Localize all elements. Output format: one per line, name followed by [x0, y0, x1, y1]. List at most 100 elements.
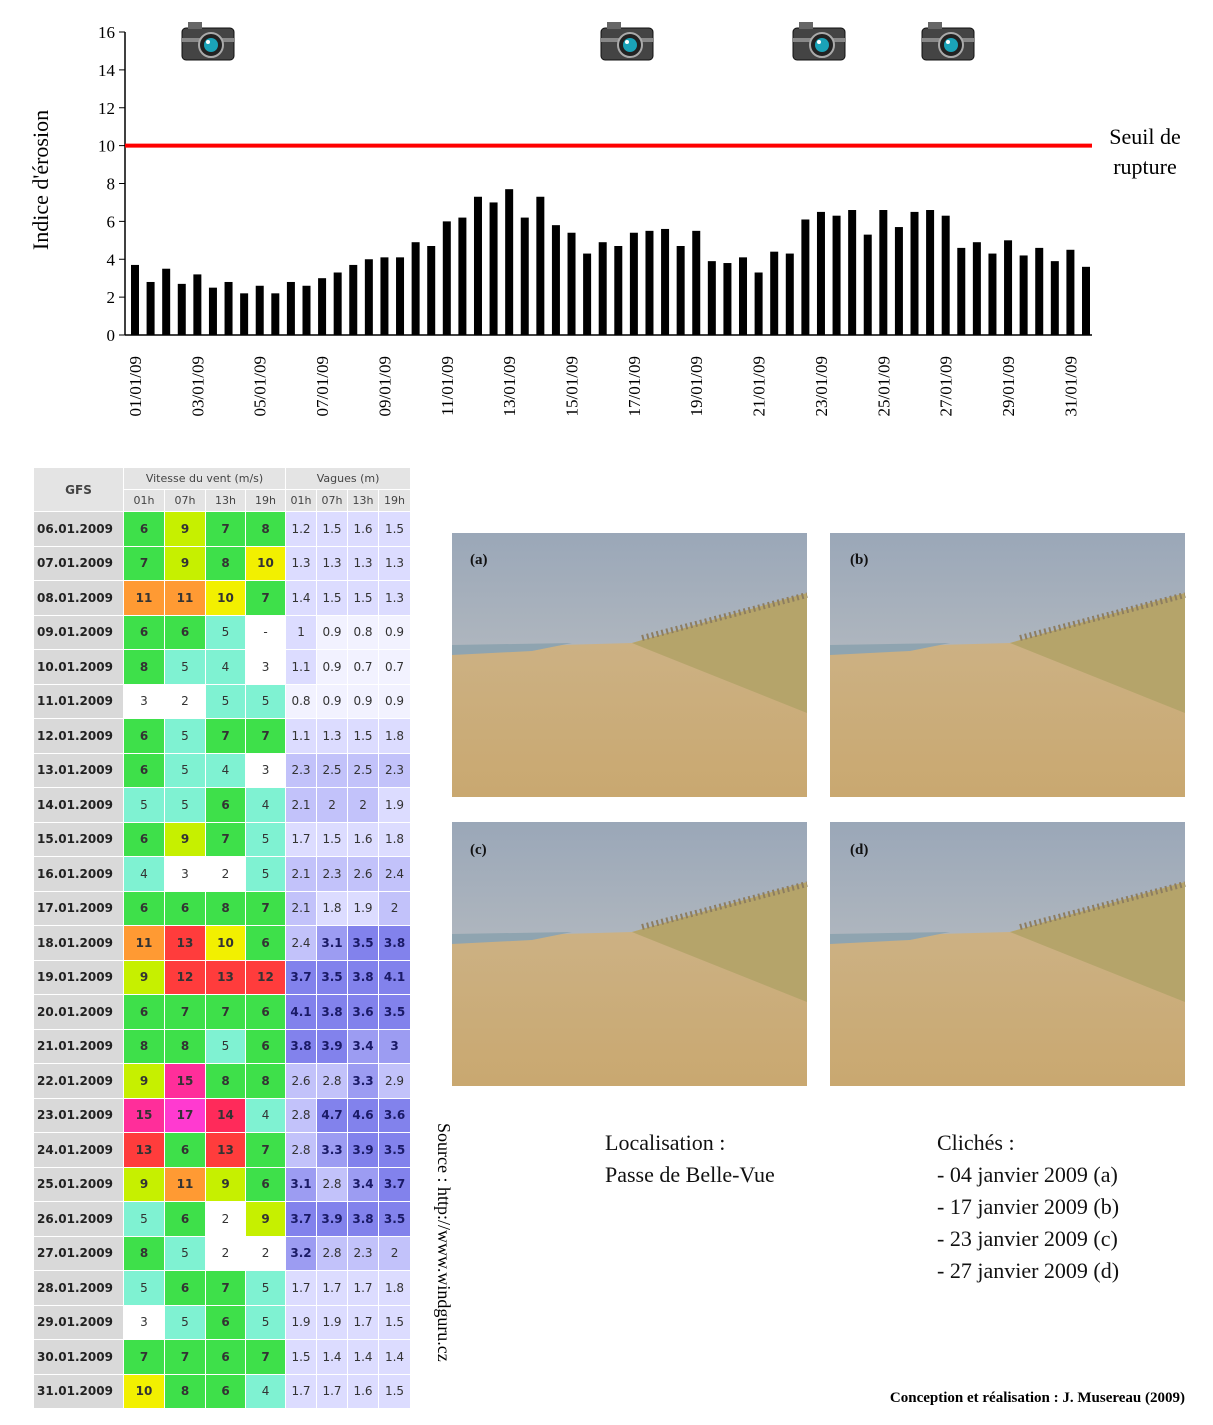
- wave-cell: 2.8: [316, 1063, 349, 1099]
- wave-cell: 1.9: [347, 890, 380, 926]
- wind-cell: 3: [123, 683, 165, 719]
- wind-cell: 5: [164, 1304, 206, 1340]
- bar: [146, 281, 155, 335]
- wave-cell: 2.9: [378, 1063, 412, 1099]
- bar: [879, 210, 888, 335]
- hour-header: 07h: [316, 489, 349, 512]
- wind-cell: 7: [244, 1132, 287, 1168]
- y-tick-label: 2: [107, 288, 116, 307]
- wave-cell: 2: [378, 1235, 412, 1271]
- wind-cell: 5: [244, 1270, 287, 1306]
- wave-cell: 0.9: [378, 614, 412, 650]
- wind-cell: 9: [164, 545, 206, 581]
- wave-cell: 2.1: [285, 890, 318, 926]
- x-tick-label: 29/01/09: [999, 356, 1018, 416]
- x-tick-label: 11/01/09: [438, 356, 457, 416]
- wave-cell: 0.9: [316, 649, 349, 685]
- bar: [318, 278, 327, 335]
- wind-cell: 5: [123, 1270, 165, 1306]
- wind-cell: 8: [244, 1063, 287, 1099]
- wind-cell: 8: [244, 511, 287, 547]
- wind-cell: 6: [205, 1339, 246, 1375]
- table-row: 11.01.2009 3 2 5 5 0.8 0.9 0.9 0.9: [33, 683, 412, 719]
- table-row: 20.01.2009 6 7 7 6 4.1 3.8 3.6 3.5: [33, 994, 412, 1030]
- wind-cell: 5: [164, 1235, 206, 1271]
- wave-cell: 2.1: [285, 787, 318, 823]
- y-axis-title: Indice d'érosion: [28, 110, 53, 250]
- wind-cell: 2: [164, 683, 206, 719]
- wind-cell: 13: [205, 1132, 246, 1168]
- wave-cell: 3.5: [378, 1201, 412, 1237]
- x-tick-label: 05/01/09: [251, 356, 270, 416]
- bar: [988, 253, 997, 335]
- bar: [629, 232, 638, 335]
- wind-cell: 3: [244, 649, 287, 685]
- x-tick-label: 17/01/09: [625, 356, 644, 416]
- wave-cell: 1.3: [378, 545, 412, 581]
- bar: [1082, 266, 1090, 335]
- date-cell: 30.01.2009: [33, 1339, 124, 1375]
- bar: [910, 211, 919, 335]
- date-cell: 27.01.2009: [33, 1235, 124, 1271]
- wind-cell: 6: [164, 1201, 206, 1237]
- wind-cell: 6: [123, 821, 165, 857]
- wind-cell: 5: [244, 683, 287, 719]
- wind-cell: 7: [205, 994, 246, 1030]
- bar: [364, 259, 373, 335]
- wind-cell: 6: [205, 1373, 246, 1409]
- wind-cell: -: [244, 614, 287, 650]
- date-cell: 06.01.2009: [33, 511, 124, 547]
- wave-cell: 1.7: [316, 1373, 349, 1409]
- forecast-table: GFS Vitesse du vent (m/s) Vagues (m) 01h…: [33, 467, 412, 1409]
- table-row: 19.01.2009 9 12 13 12 3.7 3.5 3.8 4.1: [33, 959, 412, 995]
- table-row: 14.01.2009 5 5 6 4 2.1 2 2 1.9: [33, 787, 412, 823]
- wind-cell: 14: [205, 1097, 246, 1133]
- y-tick-label: 12: [98, 99, 115, 118]
- wind-cell: 8: [205, 1063, 246, 1099]
- wave-cell: 1.9: [378, 787, 412, 823]
- x-tick-label: 19/01/09: [687, 356, 706, 416]
- table-row: 09.01.2009 6 6 5-1 0.9 0.8 0.9: [33, 614, 412, 650]
- table-row: 26.01.2009 5 6 2 9 3.7 3.9 3.8 3.5: [33, 1201, 412, 1237]
- wave-cell: 1.6: [347, 1373, 380, 1409]
- table-row: 10.01.2009 8 5 4 3 1.1 0.9 0.7 0.7: [33, 649, 412, 685]
- bar: [770, 251, 779, 335]
- wave-cell: 3.5: [347, 925, 380, 961]
- waves-header: Vagues (m): [285, 467, 412, 490]
- bar: [224, 281, 233, 335]
- wind-cell: 9: [164, 821, 206, 857]
- wave-cell: 1.4: [285, 580, 318, 616]
- y-tick-label: 16: [98, 23, 115, 42]
- wind-cell: 6: [123, 752, 165, 788]
- wind-cell: 5: [244, 821, 287, 857]
- wave-cell: 3.1: [316, 925, 349, 961]
- wave-cell: 1.8: [378, 718, 412, 754]
- wind-cell: 5: [123, 787, 165, 823]
- wave-cell: 0.9: [378, 683, 412, 719]
- wind-cell: 7: [164, 1339, 206, 1375]
- wave-cell: 1.7: [316, 1270, 349, 1306]
- date-cell: 17.01.2009: [33, 890, 124, 926]
- photo-label: (b): [850, 552, 869, 568]
- wave-cell: 1.5: [378, 1373, 412, 1409]
- x-tick-label: 23/01/09: [812, 356, 831, 416]
- wave-cell: 3.7: [378, 1166, 412, 1202]
- wind-cell: 2: [244, 1235, 287, 1271]
- photo: [452, 533, 807, 797]
- wind-cell: 5: [164, 752, 206, 788]
- wind-cell: 9: [164, 511, 206, 547]
- wind-cell: 2: [205, 1201, 246, 1237]
- bar: [676, 245, 685, 335]
- hour-header: 19h: [244, 489, 287, 512]
- photo-label: (a): [470, 552, 488, 568]
- bar: [131, 264, 139, 335]
- wave-cell: 1.3: [378, 580, 412, 616]
- bar: [349, 264, 358, 335]
- camera-icon: [792, 21, 846, 61]
- bar: [1066, 249, 1075, 335]
- bar: [614, 245, 623, 335]
- wind-header: Vitesse du vent (m/s): [122, 467, 287, 490]
- wave-cell: 2.6: [285, 1063, 318, 1099]
- shot-item: - 23 janvier 2009 (c): [937, 1226, 1118, 1251]
